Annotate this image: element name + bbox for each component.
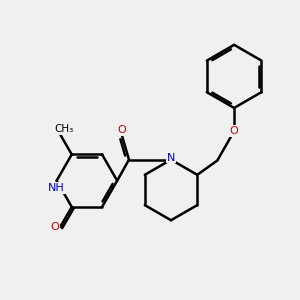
Text: CH₃: CH₃	[55, 124, 74, 134]
Text: N: N	[167, 153, 175, 163]
Text: O: O	[230, 126, 239, 136]
Text: O: O	[51, 222, 59, 232]
Text: O: O	[117, 125, 126, 135]
Text: NH: NH	[48, 183, 65, 193]
